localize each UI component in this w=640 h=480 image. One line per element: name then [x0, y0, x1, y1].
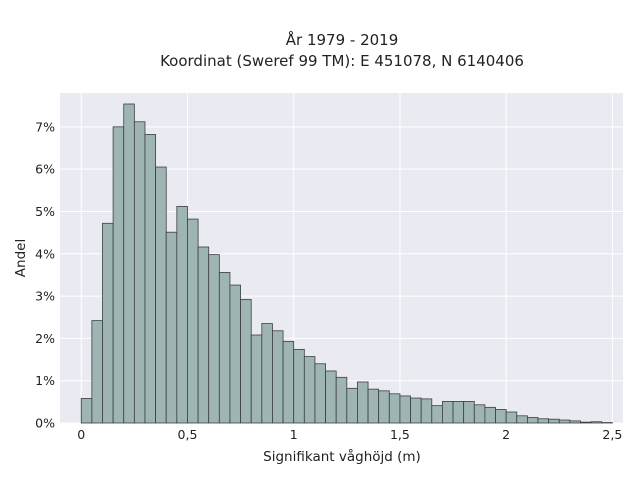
histogram-bar: [240, 299, 252, 424]
histogram-bar: [442, 401, 454, 424]
histogram-bar: [325, 370, 337, 424]
histogram-bar: [346, 387, 358, 424]
y-tick-label: 5%: [35, 204, 55, 219]
histogram-bar: [165, 231, 178, 424]
histogram-bar: [155, 166, 167, 424]
histogram-bar: [250, 334, 263, 424]
histogram-bar: [548, 418, 560, 424]
y-tick-label: 3%: [35, 289, 55, 304]
y-tick-label: 6%: [35, 162, 55, 177]
histogram-bar: [516, 415, 528, 424]
histogram-bar: [569, 420, 581, 424]
histogram-bar: [484, 406, 496, 424]
histogram-bar: [410, 397, 422, 424]
y-tick-label: 7%: [35, 119, 55, 134]
histogram-bar: [133, 121, 146, 424]
histogram-bar: [367, 388, 380, 424]
histogram-bar: [144, 134, 157, 424]
x-tick-label: 2,5: [602, 427, 622, 442]
histogram-bar: [187, 218, 199, 424]
histogram-bar: [303, 356, 316, 424]
histogram-bar: [229, 284, 241, 424]
histogram-bar: [473, 404, 486, 424]
histogram-bar: [580, 421, 592, 424]
histogram-bar: [208, 254, 220, 424]
x-tick-label: 1,5: [390, 427, 410, 442]
chart-title: År 1979 - 2019: [286, 30, 399, 49]
histogram-bar: [526, 417, 539, 424]
y-tick-label: 2%: [35, 331, 55, 346]
x-axis-ticks: 0 0,5 1 1,5 2 2,5: [77, 427, 622, 442]
x-tick-label: 2: [502, 427, 510, 442]
histogram-bar: [293, 348, 305, 424]
histogram-bar: [197, 246, 210, 424]
y-axis-ticks: 0% 1% 2% 3% 4% 5% 6% 7%: [35, 119, 55, 430]
histogram-bar: [123, 103, 135, 424]
histogram-bar: [452, 401, 465, 424]
histogram-bar: [314, 363, 326, 424]
histogram-bar: [282, 340, 295, 424]
histogram-bar: [590, 421, 603, 424]
y-tick-label: 0%: [35, 416, 55, 431]
x-tick-label: 0: [77, 427, 85, 442]
histogram-bar: [112, 126, 125, 424]
histogram-bar: [495, 409, 507, 424]
x-tick-label: 0,5: [178, 427, 198, 442]
histogram-bar: [91, 320, 103, 424]
histogram-bar: [558, 419, 571, 424]
histogram-bar: [218, 271, 231, 424]
chart-subtitle: Koordinat (Sweref 99 TM): E 451078, N 61…: [160, 52, 524, 70]
histogram-bar: [261, 323, 273, 424]
histogram-bar: [176, 205, 188, 424]
y-axis-label: Andel: [13, 239, 29, 277]
histogram-bar: [399, 395, 411, 424]
histogram-bar: [378, 390, 390, 424]
histogram-bar: [505, 411, 518, 424]
histogram-bar: [431, 405, 443, 424]
histogram-bar: [80, 398, 93, 424]
y-tick-label: 4%: [35, 246, 55, 261]
x-axis-label: Signifikant våghöjd (m): [263, 448, 421, 465]
x-tick-label: 1: [290, 427, 298, 442]
histogram-bar: [272, 330, 284, 424]
y-tick-label: 1%: [35, 373, 55, 388]
histogram-bar: [357, 381, 369, 424]
histogram-bar: [537, 418, 550, 424]
histogram-bar: [388, 393, 401, 424]
histogram-bar: [463, 401, 475, 424]
histogram-bars: [80, 103, 613, 424]
histogram-bar: [102, 222, 114, 424]
histogram-bar: [420, 398, 433, 424]
histogram-bar: [335, 376, 348, 424]
